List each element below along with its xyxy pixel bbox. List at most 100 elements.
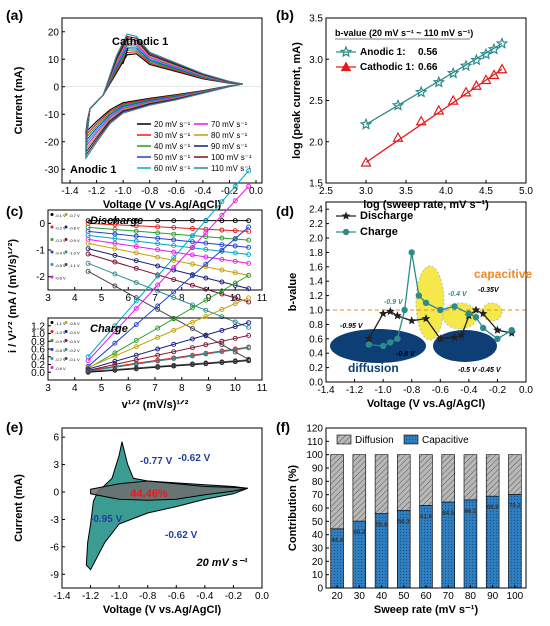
- c-legend-entry: -0.2 V: [55, 226, 66, 231]
- b-y-tick-label: 3.0: [309, 55, 323, 66]
- d-x-tick-label: -1.2: [346, 385, 364, 396]
- c-marker: [85, 246, 91, 252]
- c-legend-entry: -1.0 V: [55, 330, 66, 335]
- c-marker: [232, 358, 238, 364]
- d-marker-circle: [379, 342, 387, 350]
- c-legend-dot: [64, 321, 68, 324]
- c-marker: [246, 252, 252, 257]
- a-y-tick-label: 10: [48, 55, 60, 66]
- b-marker-anodic: [432, 75, 446, 88]
- b-y-tick-label: 3.5: [309, 14, 323, 25]
- c-marker: [232, 258, 238, 264]
- a-plot-frame: [61, 17, 263, 184]
- a-x-tick-label: -1.0: [115, 186, 133, 197]
- a-legend-entry-9: 110 mV s⁻¹: [211, 164, 251, 173]
- e-annotation: -0.95 V: [90, 514, 123, 525]
- d-y-tick-label: 0.8: [309, 320, 323, 331]
- c-x-tick-label: 8: [179, 293, 185, 304]
- c-legend-dot: [64, 348, 68, 351]
- c-legend-entry: -0.3 V: [55, 238, 66, 243]
- c-marker: [112, 358, 118, 364]
- b-marker-cathodic: [480, 74, 492, 85]
- f-bar-diffusion-4: [419, 454, 433, 506]
- c-legend-entry: -1.1 V: [69, 263, 80, 268]
- c-marker: [189, 244, 195, 250]
- c-legend-entry: -0.9 V: [69, 238, 80, 243]
- c-marker: [189, 233, 195, 239]
- c-fit-line-0-5: [88, 238, 249, 264]
- c-legend-dot: [64, 213, 68, 216]
- e-total-cv-area: [85, 441, 248, 571]
- e-y-tick-label: -6: [50, 542, 59, 553]
- e-areas: [85, 441, 248, 571]
- b-marker-anodic: [470, 53, 483, 66]
- c-marker: [133, 233, 139, 239]
- c-marker: [189, 282, 195, 288]
- c-marker: [246, 260, 252, 266]
- c-marker: [219, 218, 225, 224]
- d-x-tick-label: -1.4: [317, 385, 335, 396]
- c-marker: [85, 369, 91, 374]
- d-y-tick-label: 2.2: [309, 219, 323, 230]
- a-legend-entry-2: 40 mV s⁻¹: [154, 142, 191, 151]
- d-marker-star: [457, 330, 466, 339]
- d-marker-star: [436, 334, 445, 343]
- b-marker-anodic: [479, 47, 493, 60]
- c-legend-entry: -1.1 V: [55, 321, 66, 326]
- c-marker: [112, 271, 118, 277]
- c-marker: [112, 246, 118, 252]
- d-y-tick-label: 1.0: [309, 306, 323, 317]
- c-marker: [219, 327, 225, 333]
- c-marker: [246, 237, 252, 243]
- f-legend-entry-capacitive: Capacitive: [422, 435, 469, 446]
- c-marker: [112, 353, 118, 359]
- c-fit-line-1-3: [87, 226, 249, 367]
- a-x-tick-label: -0.6: [168, 186, 186, 197]
- a-legend-entry-0: 20 mV s⁻¹: [154, 120, 191, 129]
- f-data-label-1: 50.2: [353, 530, 365, 536]
- c-fit-line-1-7: [87, 322, 249, 370]
- d-x-tick-label: -1.0: [375, 385, 393, 396]
- b-legend-title: b-value (20 mV s⁻¹ ~ 110 mV s⁻¹): [335, 28, 473, 38]
- c-marker: [246, 272, 252, 278]
- c-legend-dot: [64, 330, 68, 333]
- c-marker: [155, 247, 161, 253]
- c-marker: [85, 268, 91, 274]
- c-marker: [219, 288, 225, 294]
- c-marker: [171, 277, 177, 283]
- b-x-tick-label: 3.5: [399, 186, 413, 197]
- a-legend-entry-3: 50 mV s⁻¹: [154, 153, 191, 162]
- c-marker: [219, 212, 225, 218]
- c-marker: [133, 280, 139, 285]
- c-legend-entry: -0.1 V: [55, 213, 66, 218]
- d-annotation: -0.45 V: [478, 367, 502, 374]
- panel-d: (d) -1.4 -1.2 -1.0 -0.8 -0.6 -0.4 -0.2 0.0 0.0 0.2…: [276, 201, 533, 410]
- d-marker-star: [386, 306, 395, 316]
- c-marker: [155, 325, 161, 331]
- c-marker: [246, 324, 252, 330]
- b-legend-entry-1: Cathodic 1:: [360, 62, 414, 73]
- c-x-axis-label: v¹ᐟ² (mV/s)¹ᐟ²: [122, 399, 189, 411]
- c-marker: [155, 358, 161, 364]
- d-marker-circle: [479, 324, 487, 332]
- b-marker-cathodic: [415, 115, 427, 126]
- c-marker: [171, 218, 177, 224]
- c-marker: [232, 270, 238, 276]
- b-marker-cathodic: [460, 86, 472, 97]
- c-marker: [171, 341, 177, 347]
- c-marker: [133, 338, 139, 343]
- e-y-tick-label: 0: [53, 488, 59, 499]
- c-marker: [232, 198, 238, 204]
- c-x-tick-label: 5: [99, 383, 105, 394]
- c-legend-dot: [50, 339, 54, 342]
- c-marker: [112, 227, 118, 232]
- c-legend-dot: [50, 366, 54, 369]
- b-marker-anodic: [459, 59, 473, 72]
- b-marker-anodic: [414, 85, 428, 98]
- c-y-tick-label: 0.8: [31, 337, 45, 348]
- c-marker: [246, 295, 252, 301]
- c-marker: [189, 218, 195, 224]
- d-marker-star: [493, 325, 502, 334]
- c-marker: [112, 350, 118, 356]
- c-marker: [203, 275, 209, 281]
